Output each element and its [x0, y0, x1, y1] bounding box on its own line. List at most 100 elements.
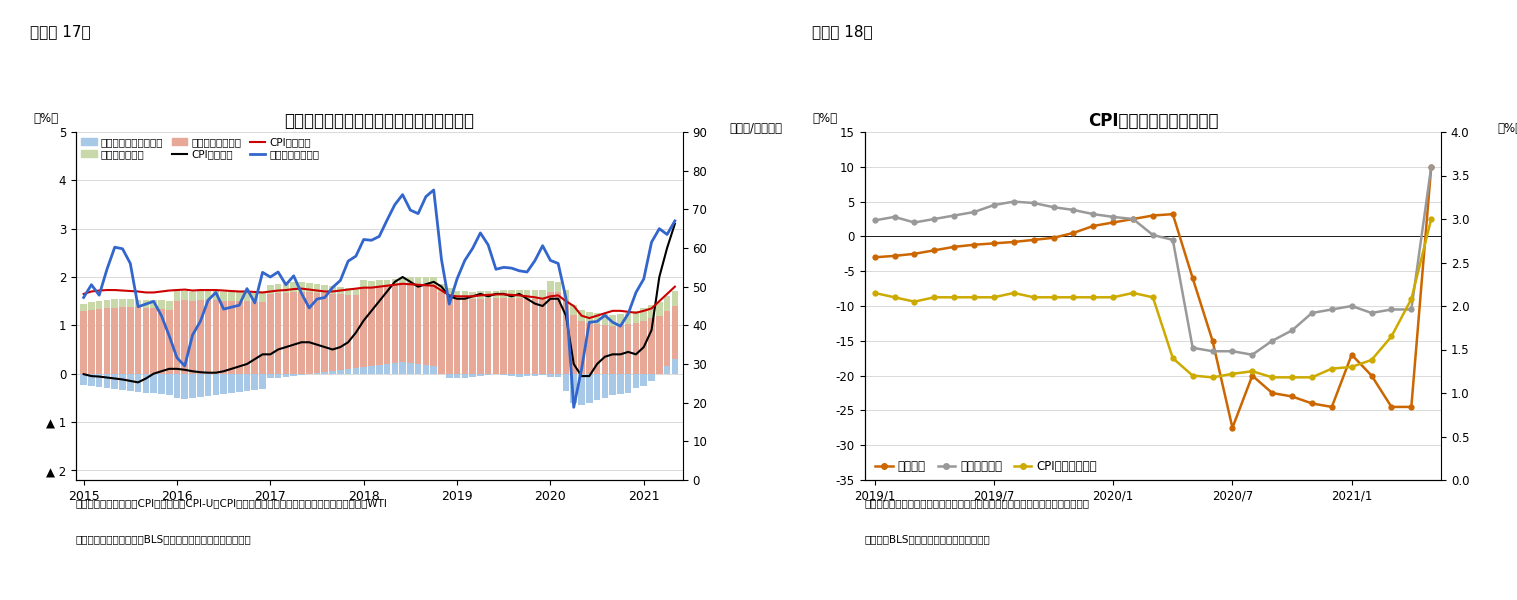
Bar [337, 287, 344, 295]
Bar [212, 300, 218, 374]
Bar [329, 371, 335, 374]
Bar [461, 374, 469, 377]
Bar [664, 367, 671, 374]
Bar [228, 292, 235, 301]
Bar [523, 374, 531, 376]
Bar [563, 290, 569, 300]
Bar [344, 287, 352, 295]
Text: （%）: （%） [813, 112, 837, 125]
Bar [602, 314, 608, 325]
Bar [111, 374, 118, 389]
Bar [617, 374, 623, 394]
Bar [205, 300, 211, 374]
Bar [267, 294, 273, 374]
Bar [516, 298, 522, 374]
Bar [259, 374, 265, 389]
Bar [197, 300, 203, 374]
Text: （資料）米労働統計局（BLS）よりニッセイ基礎研究所作成: （資料）米労働統計局（BLS）よりニッセイ基礎研究所作成 [76, 534, 252, 544]
Bar [578, 320, 586, 374]
Bar [275, 293, 282, 374]
Bar [461, 290, 469, 299]
Bar [570, 314, 576, 374]
Bar [655, 316, 663, 374]
Bar [548, 374, 554, 377]
Bar [610, 315, 616, 326]
Bar [407, 363, 414, 374]
Bar [306, 283, 313, 292]
Bar [135, 300, 141, 307]
Bar [259, 302, 265, 374]
Bar [633, 311, 639, 323]
Bar [476, 299, 484, 374]
Bar [399, 362, 407, 374]
Bar [493, 298, 499, 374]
Bar [212, 374, 218, 395]
Title: 消費者物価指数（前年同月比）と原油価格: 消費者物価指数（前年同月比）と原油価格 [284, 112, 475, 130]
Bar [602, 325, 608, 374]
Bar [205, 374, 211, 396]
Bar [127, 307, 133, 374]
Bar [150, 374, 156, 394]
Bar [469, 374, 476, 377]
Bar [237, 374, 243, 392]
Bar [508, 290, 514, 298]
Bar [165, 310, 173, 374]
Bar [344, 295, 352, 374]
Bar [205, 290, 211, 300]
Y-axis label: （%）: （%） [1497, 122, 1517, 134]
Bar [555, 282, 561, 292]
Bar [414, 277, 422, 284]
Text: （%）: （%） [33, 112, 59, 125]
Bar [361, 287, 367, 374]
Bar [290, 283, 297, 292]
Bar [485, 291, 492, 298]
Bar [563, 374, 569, 391]
Bar [228, 301, 235, 374]
Bar [384, 280, 390, 285]
Bar [625, 325, 631, 374]
Bar [173, 374, 181, 398]
Bar [461, 299, 469, 374]
Bar [158, 300, 165, 309]
Bar [337, 295, 344, 374]
Bar [593, 374, 601, 400]
Bar [96, 374, 103, 387]
Bar [531, 374, 539, 376]
Bar [501, 290, 507, 298]
Bar [244, 292, 250, 301]
Bar [197, 374, 203, 397]
Bar [314, 284, 320, 293]
Bar [361, 280, 367, 287]
Bar [88, 310, 94, 374]
Bar [431, 285, 437, 374]
Bar [314, 373, 320, 374]
Bar [516, 290, 522, 298]
Bar [672, 359, 678, 374]
Bar [80, 304, 86, 311]
Text: （注）消費者物価は、CPI（総合）はCPI-U、CPI（コア）はエネルギーと食品除き。原油価格はWTI: （注）消費者物価は、CPI（総合）はCPI-U、CPI（コア）はエネルギーと食品… [76, 498, 388, 508]
Title: CPI項目別（前年同月比）: CPI項目別（前年同月比） [1088, 112, 1218, 130]
Bar [446, 288, 452, 296]
Text: （資料）BLSよりニッセイ基礎研究所作成: （資料）BLSよりニッセイ基礎研究所作成 [865, 534, 991, 544]
Bar [329, 286, 335, 294]
Bar [431, 366, 437, 374]
Bar [617, 314, 623, 325]
Bar [570, 374, 576, 403]
Bar [640, 374, 648, 386]
Bar [352, 289, 360, 295]
Bar [267, 285, 273, 294]
Bar [275, 284, 282, 293]
Bar [96, 309, 103, 374]
Bar [672, 290, 678, 306]
Bar [578, 374, 586, 405]
Bar [593, 313, 601, 325]
Bar [282, 293, 290, 374]
Bar [182, 290, 188, 300]
Bar [555, 292, 561, 374]
Bar [469, 292, 476, 299]
Bar [516, 374, 522, 377]
Bar [555, 374, 561, 377]
Bar [120, 374, 126, 389]
Bar [369, 287, 375, 374]
Bar [220, 301, 228, 374]
